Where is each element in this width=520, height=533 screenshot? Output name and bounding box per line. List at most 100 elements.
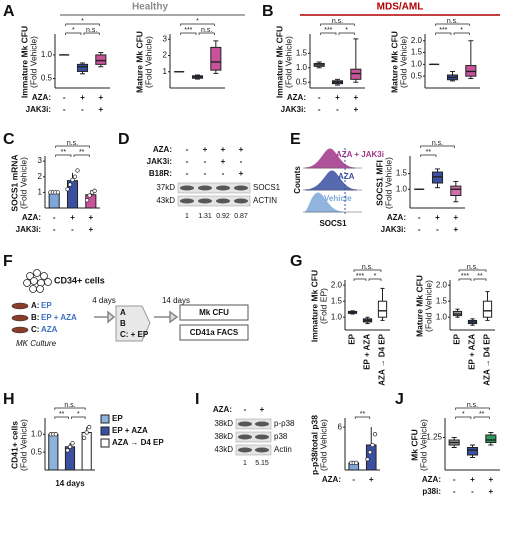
blot-row-value: + [239, 145, 244, 154]
x-axis-label: 14 days [55, 479, 85, 488]
row-value: - [336, 105, 339, 114]
blot-protein: Actin [274, 445, 292, 454]
blot-quant: 1.31 [198, 213, 212, 220]
significance-bracket [453, 32, 470, 35]
significance-bracket [55, 154, 72, 157]
data-point [92, 188, 97, 193]
row-value: + [88, 213, 93, 222]
significance-bracket [55, 145, 90, 148]
y-axis-label: (Fold Vehicle) [143, 36, 153, 88]
significance-label: *** [461, 273, 469, 280]
y-tick-label: 1 [163, 67, 168, 76]
data-point [365, 457, 370, 462]
row-value: + [353, 93, 358, 102]
row-value: - [418, 213, 421, 222]
significance-bracket [73, 154, 90, 157]
blot-row-value: - [204, 157, 207, 166]
blot-band [216, 185, 230, 191]
data-point [70, 441, 75, 446]
row-value: - [418, 225, 421, 234]
row-value: - [436, 225, 439, 234]
y-tick-label: 2.0 [436, 280, 448, 289]
significance-label: n.s. [362, 264, 373, 271]
readout: CD41a FACS [190, 328, 239, 337]
y-tick-label: 1.0 [296, 63, 308, 72]
y-axis-label: (Fold Vehicle) [18, 157, 28, 209]
y-tick-label: 1.0 [436, 312, 448, 321]
significance-bracket [435, 32, 452, 35]
step-item: B [120, 319, 126, 328]
y-axis-label: (Fold EP) [318, 288, 328, 324]
legend-swatch [100, 438, 110, 448]
blot-row-label: AZA: [213, 405, 232, 414]
significance-bracket [353, 269, 382, 272]
significance-label: n.s. [447, 18, 458, 25]
y-axis-label: (Fold Vehicle) [423, 280, 433, 332]
blot-strip [235, 418, 272, 430]
y-axis-label: (Fold Vehicle) [283, 36, 293, 88]
row-label: AZA: [32, 93, 51, 102]
y-tick-label: 1.0 [411, 59, 423, 68]
box [76, 63, 89, 72]
y-tick-label: 1 [38, 187, 43, 196]
significance-label: * [462, 411, 465, 418]
box [431, 171, 444, 184]
y-axis-label: Mature Mk CFU [134, 31, 144, 93]
row-value: + [488, 475, 493, 484]
flow-histogram [304, 170, 358, 191]
flow-trace-label: Vehicle [324, 194, 352, 203]
blot-band [234, 198, 248, 204]
significance-label: n.s. [467, 264, 478, 271]
y-axis-label: (Fold Vehicle) [18, 419, 28, 471]
blot-protein: ACTIN [253, 196, 277, 205]
y-tick-label: 1.5 [296, 48, 308, 57]
data-point [84, 198, 90, 203]
blot-kd: 37kD [156, 183, 175, 192]
significance-bracket [83, 32, 100, 35]
row-value: + [353, 105, 358, 114]
data-point [55, 190, 61, 195]
y-tick-label: 1.0 [331, 312, 343, 321]
blot-strip [235, 444, 272, 456]
y-axis-label: Mk CFU [409, 429, 419, 461]
group-header: MDS/AML [377, 2, 424, 13]
panel-letter: C [3, 131, 15, 148]
y-axis-label: CD41+ cells [9, 421, 19, 469]
blot-protein: p-p38 [274, 419, 295, 428]
blot-protein: SOCS1 [253, 183, 281, 192]
blot-row-label: AZA: [153, 145, 172, 154]
step-label: 14 days [162, 296, 190, 305]
significance-bracket [65, 32, 82, 35]
y-axis-label: Immature Mk CFU [309, 270, 319, 342]
y-axis-label: (Fold Vehicle) [383, 157, 393, 209]
blot-row-value: + [239, 169, 244, 178]
x-tick-label: AZA → D4 EP [378, 333, 387, 385]
box [210, 46, 222, 71]
significance-label: *** [184, 27, 192, 34]
condition-letter: A: [31, 301, 39, 310]
row-value: - [352, 475, 355, 484]
blot-row-value: - [222, 169, 225, 178]
legend-label: EP + AZA [112, 426, 148, 435]
significance-label: ** [426, 149, 432, 156]
box [95, 54, 107, 65]
significance-label: * [196, 18, 199, 25]
blot-kd: 43kD [214, 445, 233, 454]
culture-label: MK Culture [16, 339, 57, 348]
significance-label: ** [59, 411, 65, 418]
row-value: - [63, 93, 66, 102]
row-value: - [318, 105, 321, 114]
row-value: + [98, 105, 103, 114]
source-label: CD34+ cells [54, 275, 105, 285]
significance-label: ** [360, 411, 366, 418]
box [450, 185, 462, 196]
significance-bracket [458, 269, 487, 272]
step-item: A [120, 308, 126, 317]
data-point [354, 460, 359, 466]
significance-bracket [180, 23, 215, 26]
row-value: - [318, 93, 321, 102]
y-axis-label: SOCS1 mRNA [9, 154, 19, 211]
y-tick-label: 1.5 [396, 169, 408, 178]
row-label: AZA: [322, 475, 341, 484]
